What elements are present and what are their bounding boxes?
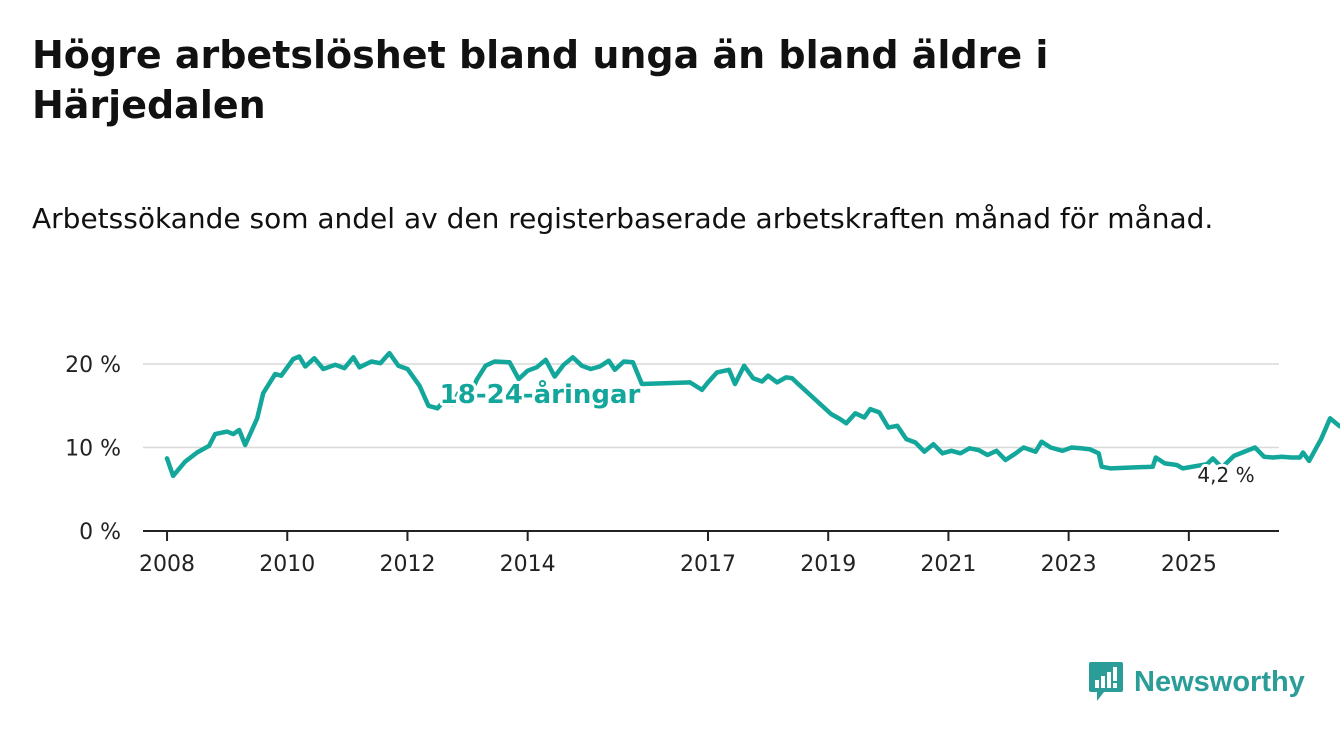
brand-name: Newsworthy (1134, 665, 1305, 698)
x-tick-label: 2021 (920, 552, 976, 577)
axes: 0 % 10 % 20 % 2008 2010 2012 2014 2017 2019 2021 2… (65, 353, 1279, 577)
x-tick-label: 2008 (139, 552, 195, 577)
series-lines (164, 350, 1340, 479)
y-tick-label: 10 % (65, 437, 121, 462)
newsworthy-logo-icon (1089, 662, 1123, 701)
series-label-youth: 18-24-åringar (440, 378, 641, 410)
x-tick-label: 2019 (800, 552, 856, 577)
end-value-youth-halo: 4,2 % (1197, 463, 1254, 487)
x-tick-label: 2025 (1161, 552, 1217, 577)
brand-logo: Newsworthy (1088, 660, 1305, 704)
x-tick-label: 2017 (680, 552, 736, 577)
series-line-youth (164, 350, 1340, 479)
x-tick-label: 2023 (1041, 552, 1097, 577)
x-tick-label: 2014 (500, 552, 556, 577)
x-tick-label: 2012 (379, 552, 435, 577)
y-tick-label: 20 % (65, 353, 121, 378)
chart-title: Högre arbetslöshet bland unga än bland ä… (32, 33, 1049, 127)
chart-subtitle: Arbetssökande som andel av den registerb… (32, 202, 1214, 235)
x-tick-label: 2010 (259, 552, 315, 577)
end-value-youth: 4,2 % (1197, 463, 1254, 487)
y-tick-label: 0 % (79, 520, 121, 545)
series-label-youth-halo: 18-24-åringar (440, 378, 641, 410)
